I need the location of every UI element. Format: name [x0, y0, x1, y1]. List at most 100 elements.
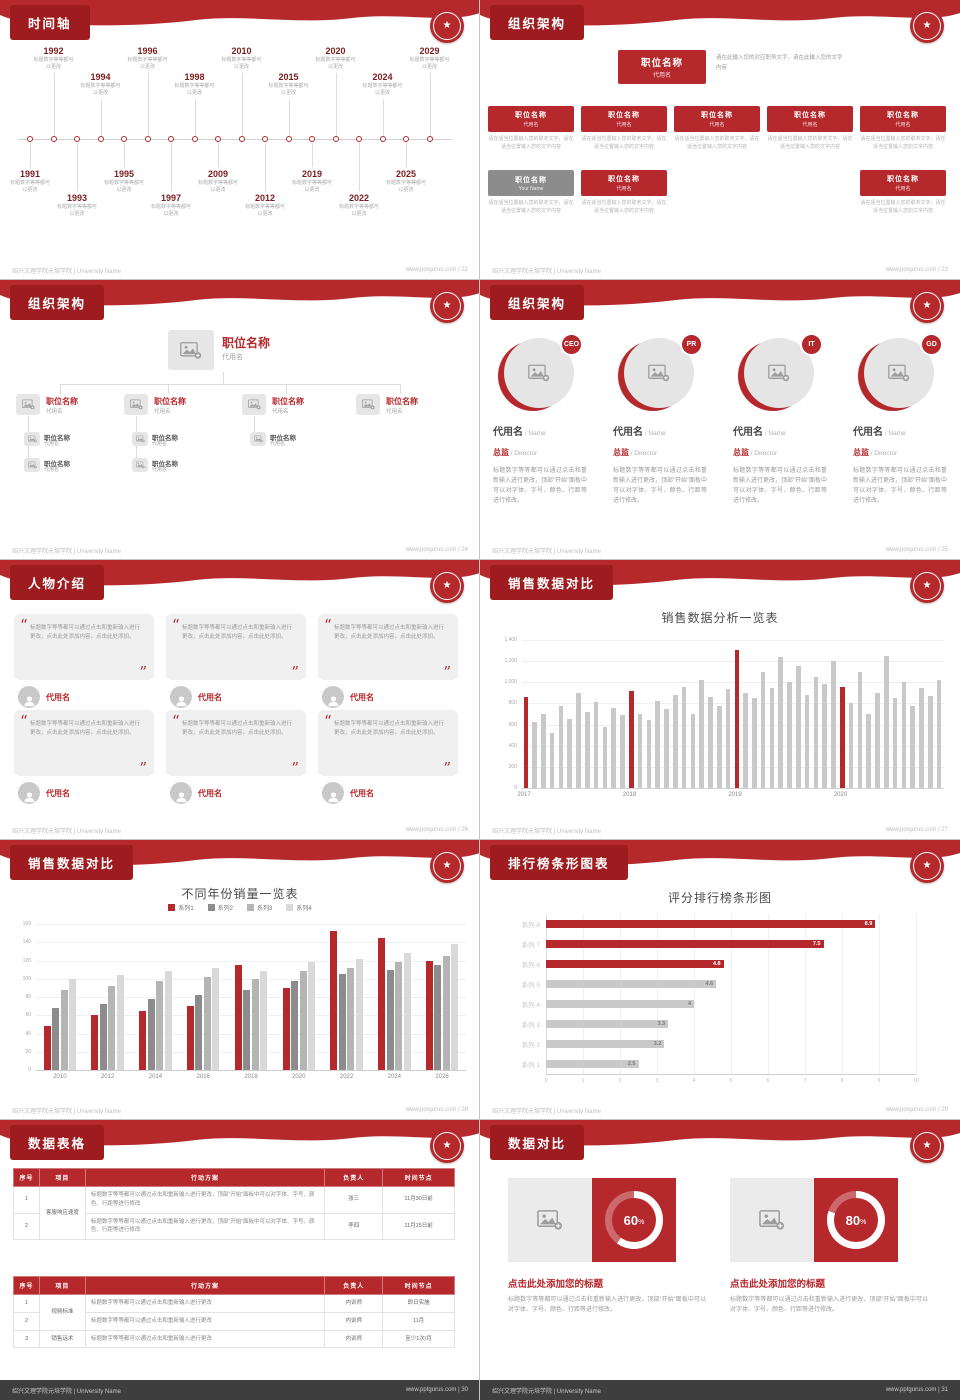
org-node-desc: 请在适当位置输入您的职务文字，请在适当位置输入您的文字内容: [488, 136, 574, 150]
cell-plan: 标题数字等等都可以通过点击和重新输入进行更改，顶部“开始”面板中可以对字体、字号…: [84, 1186, 326, 1214]
chart-bar: [831, 661, 836, 788]
slide-ranking[interactable]: 排行榜条形图表 ★ 评分排行榜条形图 8.9 7.5 4.8 4.6 4 3.3 3.2 2.…: [479, 839, 960, 1121]
timeline-caption: 标题数字等等都可以更改: [80, 83, 121, 96]
chart-bar: [69, 978, 77, 1070]
timeline-connector: [194, 99, 196, 136]
category-label: 系列 8: [521, 922, 540, 929]
org-node-box: 职位名称 代用名: [860, 170, 946, 196]
gridline: [36, 1015, 466, 1017]
footer-page: 27: [941, 827, 948, 833]
chart-bar: [434, 965, 442, 1070]
org-node-sub: 代用名: [652, 73, 671, 79]
slide-footer: 绍兴文理学院元培学院 | University Name www.pptguru…: [480, 820, 960, 840]
slide-org-members[interactable]: 组织架构 ★ CEO 代用名 / Name 总监 / Director 标题数字等等都…: [479, 279, 960, 561]
chart-bar: [558, 705, 564, 788]
chart-bar: [857, 671, 863, 788]
seal-star-icon: ★: [442, 300, 452, 311]
slide-sales-monthly[interactable]: 销售数据对比 ★ 销售数据分析一览表 0 200 400 600 800 1,000 1,2…: [479, 559, 960, 841]
quote-text: 标题数字等等都可以通过点击和重新输入进行更改，点击此处添加内容，点击此处添加。: [334, 625, 445, 641]
chart-bar: [620, 715, 625, 788]
table-header-row: 序号 项目 行动方案 负责人 时间节点: [13, 1168, 455, 1187]
gridline: [694, 914, 695, 1074]
header-ribbon: [0, 560, 480, 586]
member-desc: 标题数字等等都可以通过点击和重新输入进行更改，顶部“开始”面板中可以对字体、字号…: [733, 468, 827, 504]
y-tick-label: 140: [22, 939, 31, 946]
chart-bar: [883, 655, 889, 788]
slide-title: 组织架构: [490, 285, 585, 320]
slide-tables[interactable]: 数据表格 ★ 序号 项目 行动方案 负责人 时间节点 1 客服响应速度 标题数字等等都可以通过…: [0, 1119, 481, 1400]
header-ribbon: [0, 0, 480, 26]
slide-people[interactable]: 人物介绍 ★ “标题数字等等都可以通过点击和重新输入进行更改，点击此处添加内容，…: [0, 559, 481, 841]
chart-bar: [299, 971, 307, 1070]
member-badge: PR: [680, 333, 703, 356]
x-tick-label: 2014: [148, 1074, 163, 1080]
chart-bar: [593, 702, 599, 788]
slide-org-tree[interactable]: 组织架构 ★ 职位名称 代用名 职位名称 代用名 职位名称 代用名 职位名称 代用名 职位名称代…: [0, 279, 481, 561]
person-name: 代用名: [350, 789, 374, 798]
gridline: [583, 914, 584, 1074]
chart-bar: [532, 722, 537, 788]
chart-bar: [743, 692, 748, 788]
chart-bar: [156, 980, 164, 1070]
header-ribbon: [480, 280, 960, 306]
footer-site: www.pptgurus.com: [885, 827, 937, 833]
avatar: [18, 782, 40, 804]
slide-sales-grouped[interactable]: 销售数据对比 ★ 不同年份销量一览表 系列1 系列2 系列3 系列4 0 20 40 60 80…: [0, 839, 481, 1121]
footer-site: www.pptgurus.com: [405, 267, 457, 273]
org-node-sub: 代用名: [802, 122, 818, 128]
x-axis: [522, 788, 944, 789]
footer-site: www.pptgurus.com: [405, 547, 457, 553]
x-tick-label: 5: [729, 1078, 733, 1084]
org-node-sub: 代用名: [709, 122, 725, 128]
slide-timeline[interactable]: 时间轴 ★ 1991 标题数字等等都可以更改 1992 标题数字等等都可以更改 1993…: [0, 0, 481, 281]
chart-bar: [910, 705, 915, 788]
member-name-line: 代用名 / Name: [853, 422, 947, 440]
legend-label: 系列2: [217, 906, 233, 912]
x-tick-label: 2010: [53, 1074, 67, 1080]
timeline-caption: 标题数字等等都可以更改: [315, 57, 356, 70]
timeline-connector: [359, 143, 360, 191]
chart-bar: [260, 971, 268, 1070]
timeline-event: 2022 标题数字等等都可以更改: [337, 193, 381, 218]
bar-value-label: 7.5: [812, 941, 821, 947]
chart-bar: [672, 694, 678, 788]
cell-project: 销售话术: [38, 1329, 86, 1349]
org-node-desc: 请在适当位置输入您的职务文字，请在适当位置输入您的文字内容: [488, 200, 574, 214]
slide-compare[interactable]: 数据对比 ★ 60% 点击此处添加您的标题 标题数字等等都可以通过点击和重新输入进行…: [479, 1119, 960, 1400]
table-header-cell: 项目: [38, 1276, 86, 1295]
timeline-year: 1993: [66, 193, 88, 203]
person-name: 代用名: [46, 693, 70, 702]
legend-item: 系列4: [286, 903, 312, 912]
footer-site-page: www.pptgurus.com | 23: [885, 267, 948, 273]
org-node-desc: 请在适当位置输入您的职务文字，请在适当位置输入您的文字内容: [674, 136, 760, 150]
y-tick-label: 1,000: [504, 679, 517, 686]
chart-bar: [116, 975, 124, 1070]
school-seal-icon: ★: [910, 1129, 944, 1163]
bar-value-label: 4: [687, 1001, 691, 1007]
org-root-name: 职位名称: [222, 336, 271, 350]
seal-star-icon: ★: [922, 860, 932, 871]
member-role: 总监: [493, 448, 509, 457]
footer-school: 绍兴文理学院元培学院 | University Name: [12, 828, 121, 835]
chart-bar: 4.8: [546, 960, 724, 968]
slide-org-boxes[interactable]: 组织架构 ★ 职位名称 代用名 请在此输入您的对应职务文字，请在此输入您的文字内容职…: [479, 0, 960, 281]
chart-bar: [451, 944, 459, 1070]
gridline: [657, 914, 658, 1074]
member-role-en: / Director: [869, 450, 898, 457]
x-tick-label: 2022: [339, 1074, 354, 1080]
timeline-dot: [403, 136, 409, 142]
chart-bar: [822, 684, 827, 788]
timeline-connector: [77, 143, 78, 191]
compare-content: 60% 点击此处添加您的标题 标题数字等等都可以通过点击和重新输入进行更改，顶部“开…: [480, 1164, 960, 1380]
tables-content: 序号 项目 行动方案 负责人 时间节点 1 客服响应速度 标题数字等等都可以通过点击和重新输入…: [0, 1164, 480, 1380]
chart-bar: [164, 971, 172, 1070]
y-tick-label: 200: [508, 763, 517, 770]
header-ribbon: [480, 0, 960, 26]
timeline-connector: [265, 143, 266, 191]
org-node-sub: 代用名: [895, 122, 911, 128]
chart-bar: [699, 680, 704, 788]
tree-connector: [60, 384, 400, 385]
panel-heading: 点击此处添加您的标题: [730, 1279, 826, 1290]
timeline-year: 2024: [372, 72, 393, 82]
category-label: 系列 6: [521, 962, 540, 969]
